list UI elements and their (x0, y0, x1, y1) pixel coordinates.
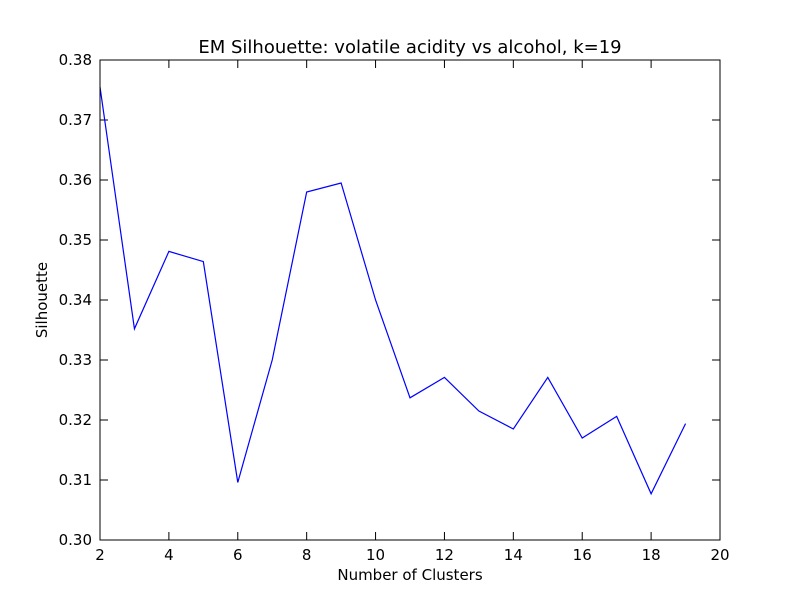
y-tick-label: 0.36 (59, 171, 92, 189)
x-tick-label: 16 (573, 546, 592, 564)
x-tick-label: 12 (435, 546, 454, 564)
y-tick-label: 0.33 (59, 351, 92, 369)
series-line-0 (99, 86, 687, 496)
x-tick-label: 2 (95, 546, 105, 564)
x-tick-label: 6 (233, 546, 243, 564)
x-tick-label: 14 (504, 546, 523, 564)
y-tick-label: 0.32 (59, 411, 92, 429)
y-tick-label: 0.37 (59, 111, 92, 129)
x-axis-label: Number of Clusters (337, 566, 482, 584)
x-tick-label: 4 (164, 546, 174, 564)
x-tick-label: 18 (642, 546, 661, 564)
y-tick-label: 0.38 (59, 51, 92, 69)
x-tick-label: 8 (302, 546, 312, 564)
x-tick-label: 10 (366, 546, 385, 564)
y-tick-label: 0.31 (59, 471, 92, 489)
y-tick-label: 0.35 (59, 231, 92, 249)
plot-frame (99, 59, 721, 541)
y-axis-label: Silhouette (33, 262, 51, 338)
y-tick-label: 0.34 (59, 291, 92, 309)
chart-title: EM Silhouette: volatile acidity vs alcoh… (198, 37, 621, 58)
y-tick-label: 0.30 (59, 531, 92, 549)
x-tick-label: 20 (710, 546, 729, 564)
